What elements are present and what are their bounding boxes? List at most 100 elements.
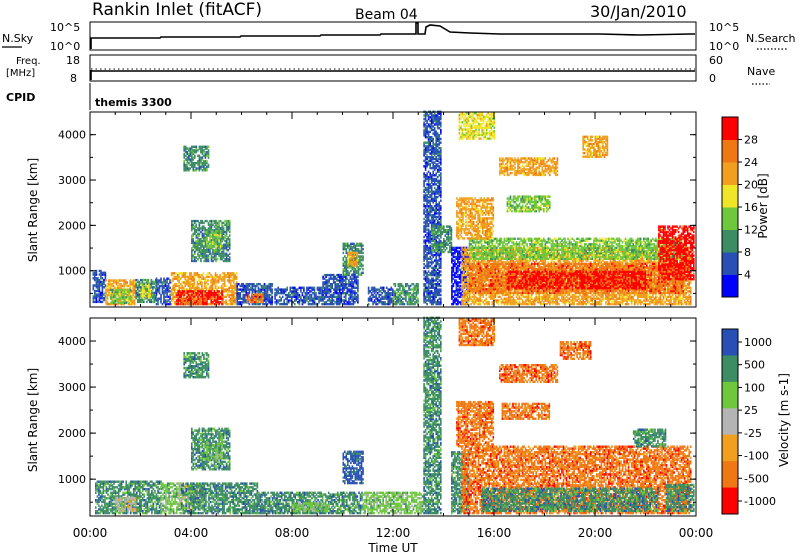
- power-cell: [428, 160, 430, 162]
- power-cell: [327, 279, 329, 281]
- power-cell: [297, 288, 299, 290]
- power-cell: [429, 287, 431, 289]
- power-cell: [276, 299, 278, 301]
- power-cell: [186, 279, 188, 281]
- power-cell: [208, 254, 210, 256]
- power-cell: [279, 299, 281, 301]
- power-cell: [437, 180, 439, 182]
- power-cell: [384, 301, 386, 303]
- power-cell: [234, 274, 236, 276]
- power-cell: [353, 281, 355, 283]
- power-cell: [414, 301, 416, 303]
- power-cell: [142, 279, 144, 281]
- power-cell: [473, 294, 475, 296]
- power-cell: [426, 187, 428, 189]
- power-cell: [439, 116, 441, 118]
- power-cell: [152, 301, 154, 303]
- power-cell: [426, 145, 428, 147]
- power-cell: [207, 276, 209, 278]
- power-cell: [429, 116, 431, 118]
- power-cell: [369, 290, 371, 292]
- power-cell: [426, 113, 428, 115]
- power-cell: [285, 288, 287, 290]
- power-cell: [128, 285, 130, 287]
- power-cell: [215, 239, 217, 241]
- power-cell: [187, 156, 189, 158]
- power-cell: [437, 212, 439, 214]
- power-cell: [429, 290, 431, 292]
- power-cell: [425, 234, 427, 236]
- power-cell: [432, 214, 434, 216]
- power-cell: [174, 301, 176, 303]
- power-cell: [396, 288, 398, 290]
- power-cell: [454, 290, 456, 292]
- power-cell: [431, 205, 433, 207]
- nsky-tick-bottom: 10^0: [50, 40, 80, 53]
- power-cell: [122, 285, 124, 287]
- power-cell: [459, 296, 461, 298]
- power-cell: [445, 229, 447, 231]
- power-cell: [94, 272, 96, 274]
- power-cell: [432, 236, 434, 238]
- power-cell: [238, 283, 240, 285]
- power-cell: [325, 274, 327, 276]
- power-cell: [343, 257, 345, 259]
- power-cell: [286, 287, 288, 289]
- power-cell: [425, 210, 427, 212]
- power-cell: [306, 287, 308, 289]
- power-cell: [445, 240, 447, 242]
- freq-label: Freq.: [16, 56, 41, 67]
- power-cell: [201, 281, 203, 283]
- power-cell: [227, 249, 229, 251]
- power-cell: [220, 243, 222, 245]
- power-cell: [437, 244, 439, 246]
- power-cell: [404, 298, 406, 300]
- power-cell: [440, 285, 442, 287]
- power-cell: [197, 149, 199, 151]
- power-cell: [188, 276, 190, 278]
- power-cell: [107, 283, 109, 285]
- power-cell: [125, 296, 127, 298]
- power-cell: [208, 164, 210, 166]
- power-cell: [144, 294, 146, 296]
- power-cell: [199, 222, 201, 224]
- power-cell: [194, 251, 196, 253]
- power-cell: [182, 290, 184, 292]
- power-cell: [475, 296, 477, 298]
- cpid-label: CPID: [6, 91, 35, 104]
- power-cell: [209, 276, 211, 278]
- power-cell: [464, 247, 466, 249]
- power-cell: [423, 270, 425, 272]
- power-cell: [220, 301, 222, 303]
- power-cell: [290, 287, 292, 289]
- power-cell: [215, 243, 217, 245]
- power-cell: [100, 270, 102, 272]
- power-cell: [169, 301, 171, 303]
- power-cell: [199, 294, 201, 296]
- power-cell: [359, 243, 361, 245]
- power-cell: [429, 172, 431, 174]
- power-cell: [221, 285, 223, 287]
- power-cell: [110, 289, 112, 291]
- power-cell: [331, 278, 333, 280]
- power-cell: [461, 274, 463, 276]
- power-cell: [439, 165, 441, 167]
- power-cell: [453, 290, 455, 292]
- power-cell: [185, 164, 187, 166]
- power-cell: [378, 288, 380, 290]
- power-cell: [221, 237, 223, 239]
- power-cell: [228, 294, 230, 296]
- power-cell: [191, 247, 193, 249]
- power-cell: [140, 286, 142, 288]
- power-cell: [348, 252, 350, 254]
- power-cell: [259, 283, 261, 285]
- power-cell: [428, 171, 430, 173]
- power-cell: [218, 290, 220, 292]
- power-cell: [437, 185, 439, 187]
- power-cell: [351, 303, 353, 305]
- power-cell: [459, 274, 461, 276]
- power-cell: [193, 290, 195, 292]
- power-cell: [339, 274, 341, 276]
- power-cell: [434, 220, 436, 222]
- power-cell: [199, 146, 201, 148]
